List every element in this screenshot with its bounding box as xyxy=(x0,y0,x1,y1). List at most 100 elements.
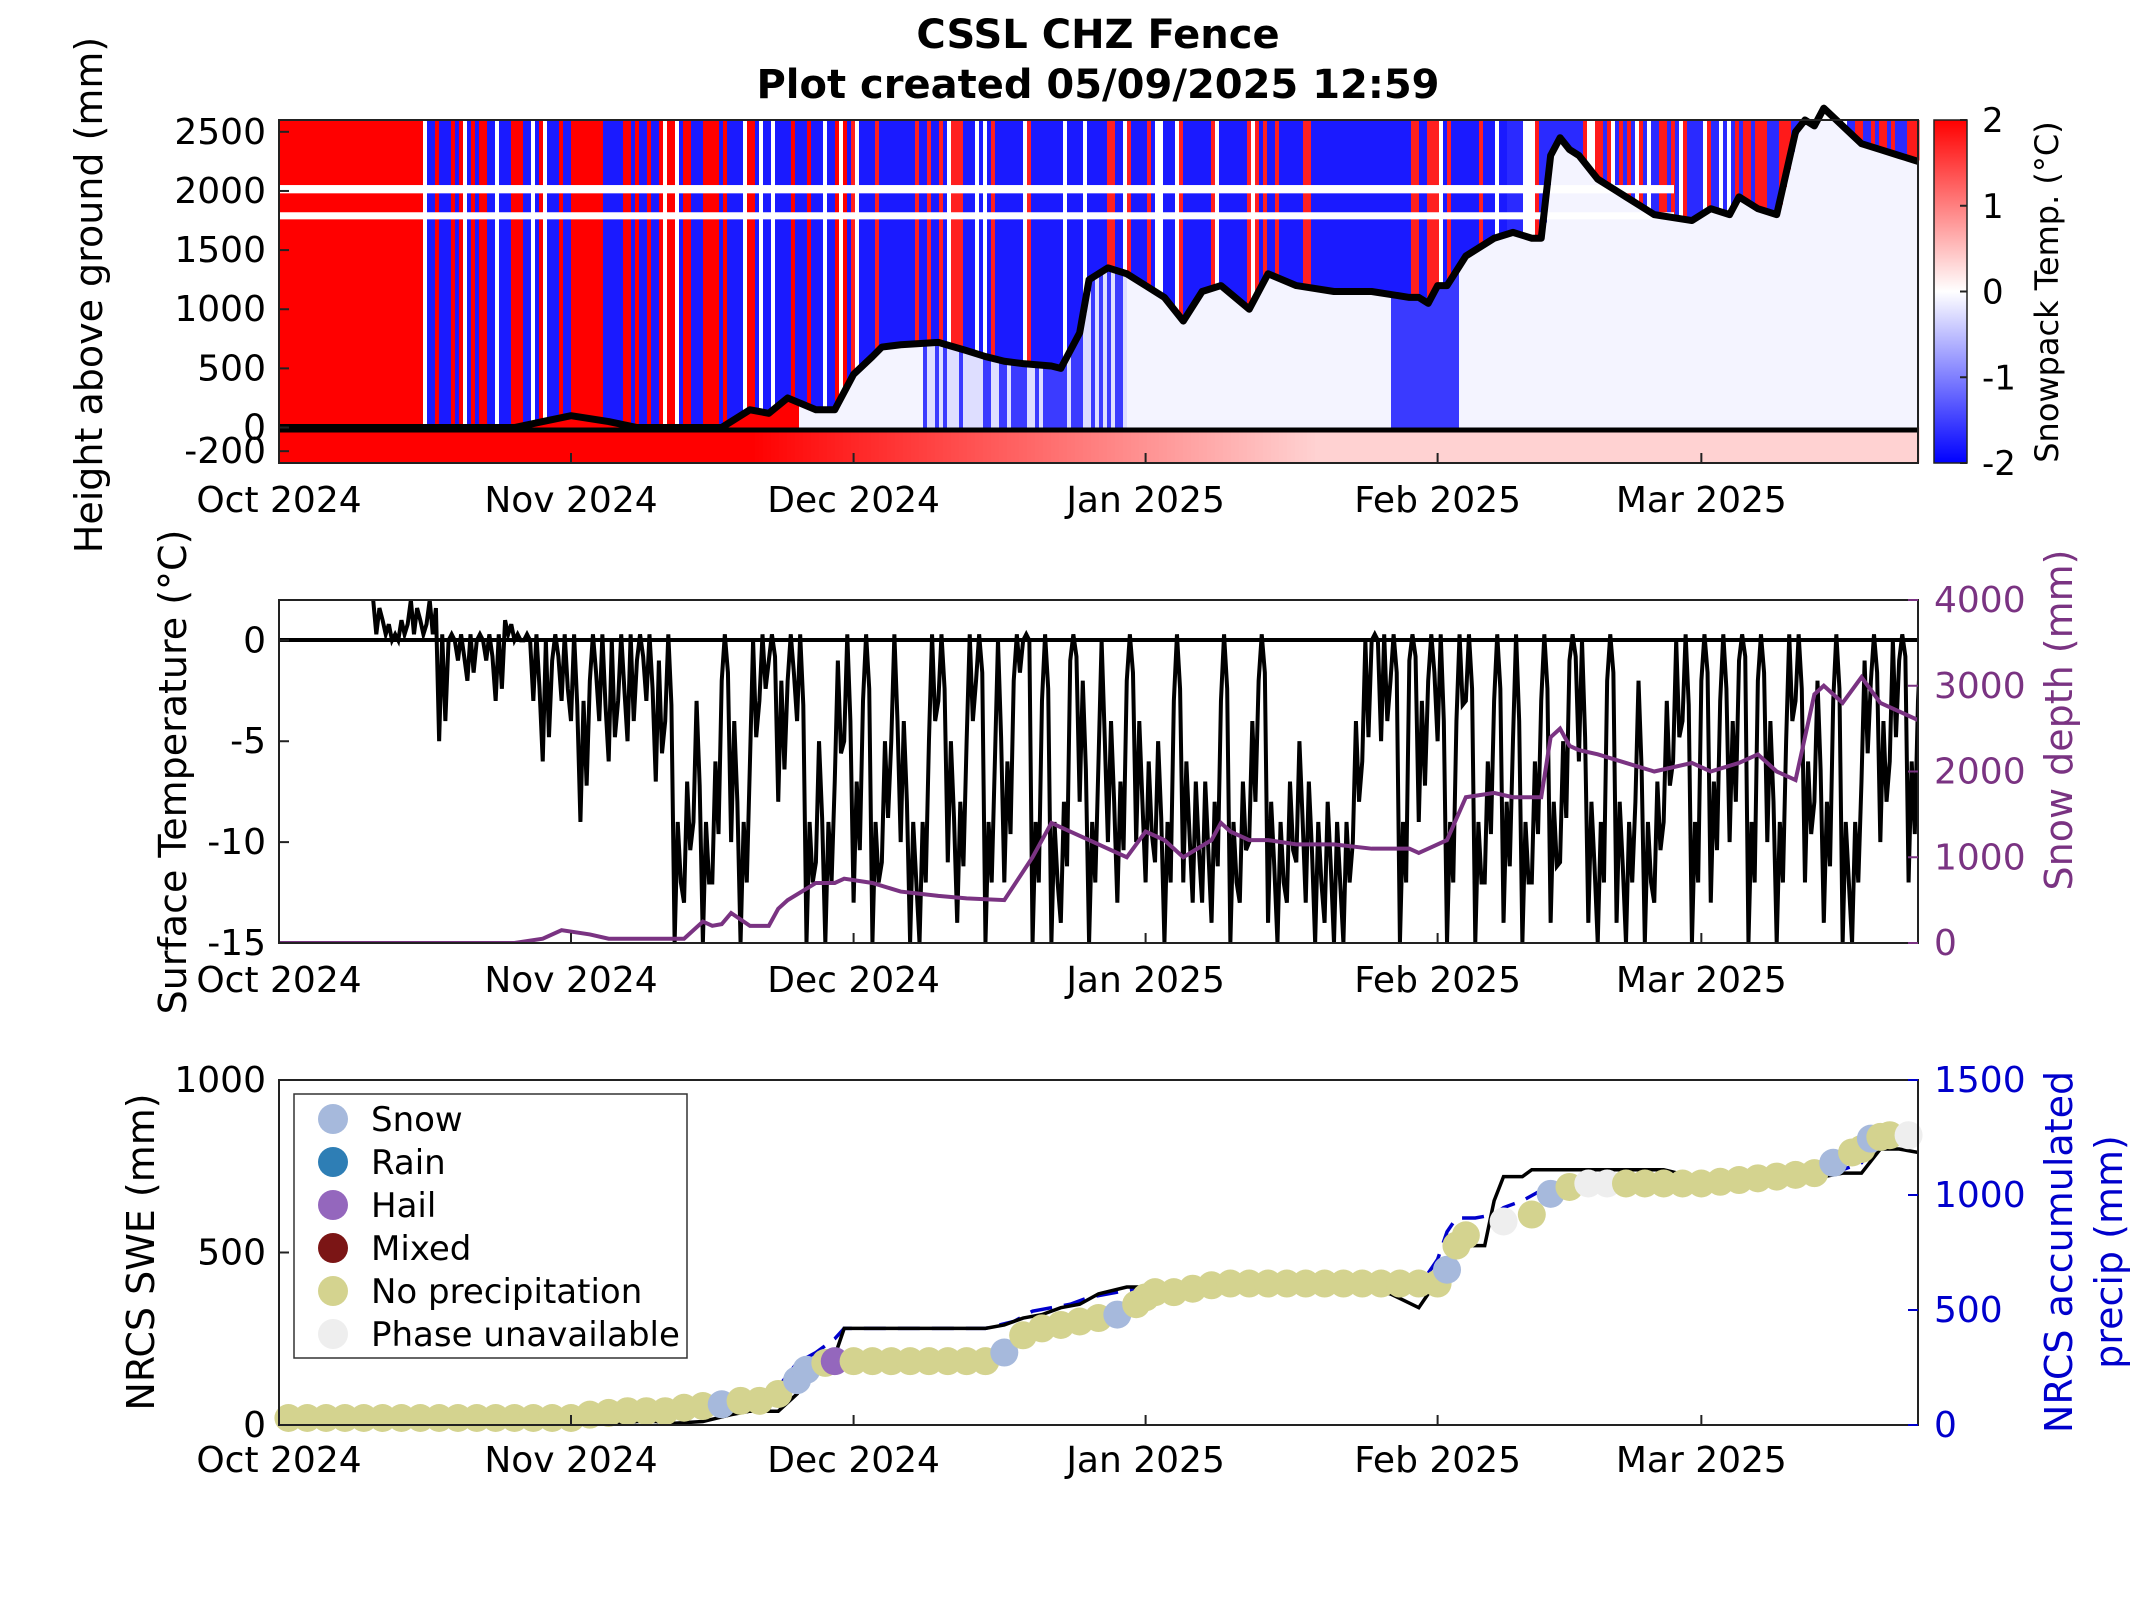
air-cell xyxy=(1635,120,1640,203)
snow-cell xyxy=(947,344,952,428)
snow-cell xyxy=(1091,278,1096,428)
air-cell xyxy=(775,120,780,409)
snow-cell xyxy=(1631,200,1636,428)
snow-cell xyxy=(1283,280,1288,428)
air-cell xyxy=(695,120,700,428)
snow-cell xyxy=(1327,290,1332,428)
ground-cell xyxy=(1215,427,1220,463)
ground-cell xyxy=(1295,427,1300,463)
air-cell xyxy=(1003,120,1008,361)
snow-cell xyxy=(1623,194,1628,428)
snow-cell xyxy=(1011,362,1016,428)
ground-cell xyxy=(1699,427,1704,463)
snow-cell xyxy=(1487,242,1492,428)
air-cell xyxy=(1519,120,1524,235)
snow-cell xyxy=(1835,120,1840,428)
ground-cell xyxy=(807,427,812,463)
legend-label: Hail xyxy=(371,1186,436,1226)
ground-cell xyxy=(995,427,1000,463)
figure-title: CSSL CHZ Fence xyxy=(916,12,1279,58)
snow-cell xyxy=(931,342,936,428)
phase-marker xyxy=(1433,1255,1462,1284)
air-cell xyxy=(599,120,604,421)
ground-cell xyxy=(427,427,432,463)
colorbar-tick-label: -2 xyxy=(1982,444,2016,484)
air-cell xyxy=(1115,120,1120,271)
air-cell xyxy=(451,120,456,428)
air-cell xyxy=(839,120,844,402)
snow-cell xyxy=(1639,205,1644,428)
air-cell xyxy=(1499,120,1504,237)
ground-cell xyxy=(379,427,384,463)
snow-cell xyxy=(1475,250,1480,428)
colorbar-tick-label: 1 xyxy=(1982,187,2004,227)
snow-cell xyxy=(735,419,740,428)
air-cell xyxy=(463,120,468,428)
air-cell xyxy=(1567,120,1572,147)
snow-cell xyxy=(1571,150,1576,428)
x-tick-label: Dec 2024 xyxy=(767,1440,940,1481)
snow-cell xyxy=(867,361,872,428)
snow-cell xyxy=(1167,300,1172,428)
snow-cell xyxy=(1859,141,1864,428)
air-cell xyxy=(1907,120,1912,158)
air-cell xyxy=(439,120,444,428)
ground-cell xyxy=(787,427,792,463)
ground-cell xyxy=(295,427,300,463)
air-cell xyxy=(875,120,880,354)
air-cell xyxy=(1443,120,1448,286)
air-cell xyxy=(1479,120,1484,248)
snow-cell xyxy=(1103,270,1108,428)
air-cell xyxy=(1771,120,1776,213)
air-cell xyxy=(579,120,584,417)
ground-cell xyxy=(1639,427,1644,463)
air-cell xyxy=(1183,120,1188,321)
ground-cell xyxy=(1003,427,1008,463)
ground-cell xyxy=(895,427,900,463)
ground-cell xyxy=(315,427,320,463)
y2-tick-label: 3000 xyxy=(1934,666,2026,707)
snow-cell xyxy=(1503,235,1508,428)
air-cell xyxy=(607,120,612,422)
snow-cell xyxy=(1559,139,1564,428)
snow-cell xyxy=(891,345,896,428)
ground-cell xyxy=(1443,427,1448,463)
air-cell xyxy=(1275,120,1280,277)
snow-cell xyxy=(1063,364,1068,428)
ground-cell xyxy=(1847,427,1852,463)
air-cell xyxy=(627,120,632,426)
snow-cell xyxy=(1495,237,1500,428)
air-cell xyxy=(787,120,792,399)
ground-cell xyxy=(1827,427,1832,463)
ground-cell xyxy=(359,427,364,463)
legend-swatch xyxy=(318,1319,348,1349)
ground-cell xyxy=(1271,427,1276,463)
air-cell xyxy=(1315,120,1320,289)
air-cell xyxy=(931,120,936,343)
snow-cell xyxy=(1739,196,1744,428)
ground-cell xyxy=(1483,427,1488,463)
air-cell xyxy=(751,120,756,410)
air-cell xyxy=(1611,120,1616,188)
air-cell xyxy=(1059,120,1064,368)
air-cell xyxy=(1067,120,1072,357)
air-cell xyxy=(827,120,832,410)
snow-cell xyxy=(1399,295,1404,428)
ground-cell xyxy=(1291,427,1296,463)
snow-cell xyxy=(1427,302,1432,428)
air-cell xyxy=(987,120,992,357)
air-cell xyxy=(1319,120,1324,290)
air-cell xyxy=(1623,120,1628,195)
ground-cell xyxy=(1535,427,1540,463)
ground-cell xyxy=(703,427,708,463)
snow-cell xyxy=(1499,236,1504,428)
air-cell xyxy=(1355,120,1360,292)
air-cell xyxy=(683,120,688,428)
ground-cell xyxy=(1435,427,1440,463)
snow-cell xyxy=(1075,341,1080,428)
air-cell xyxy=(675,120,680,428)
ground-cell xyxy=(1251,427,1256,463)
air-cell xyxy=(991,120,996,358)
ground-cell xyxy=(1439,427,1444,463)
air-cell xyxy=(303,120,308,428)
